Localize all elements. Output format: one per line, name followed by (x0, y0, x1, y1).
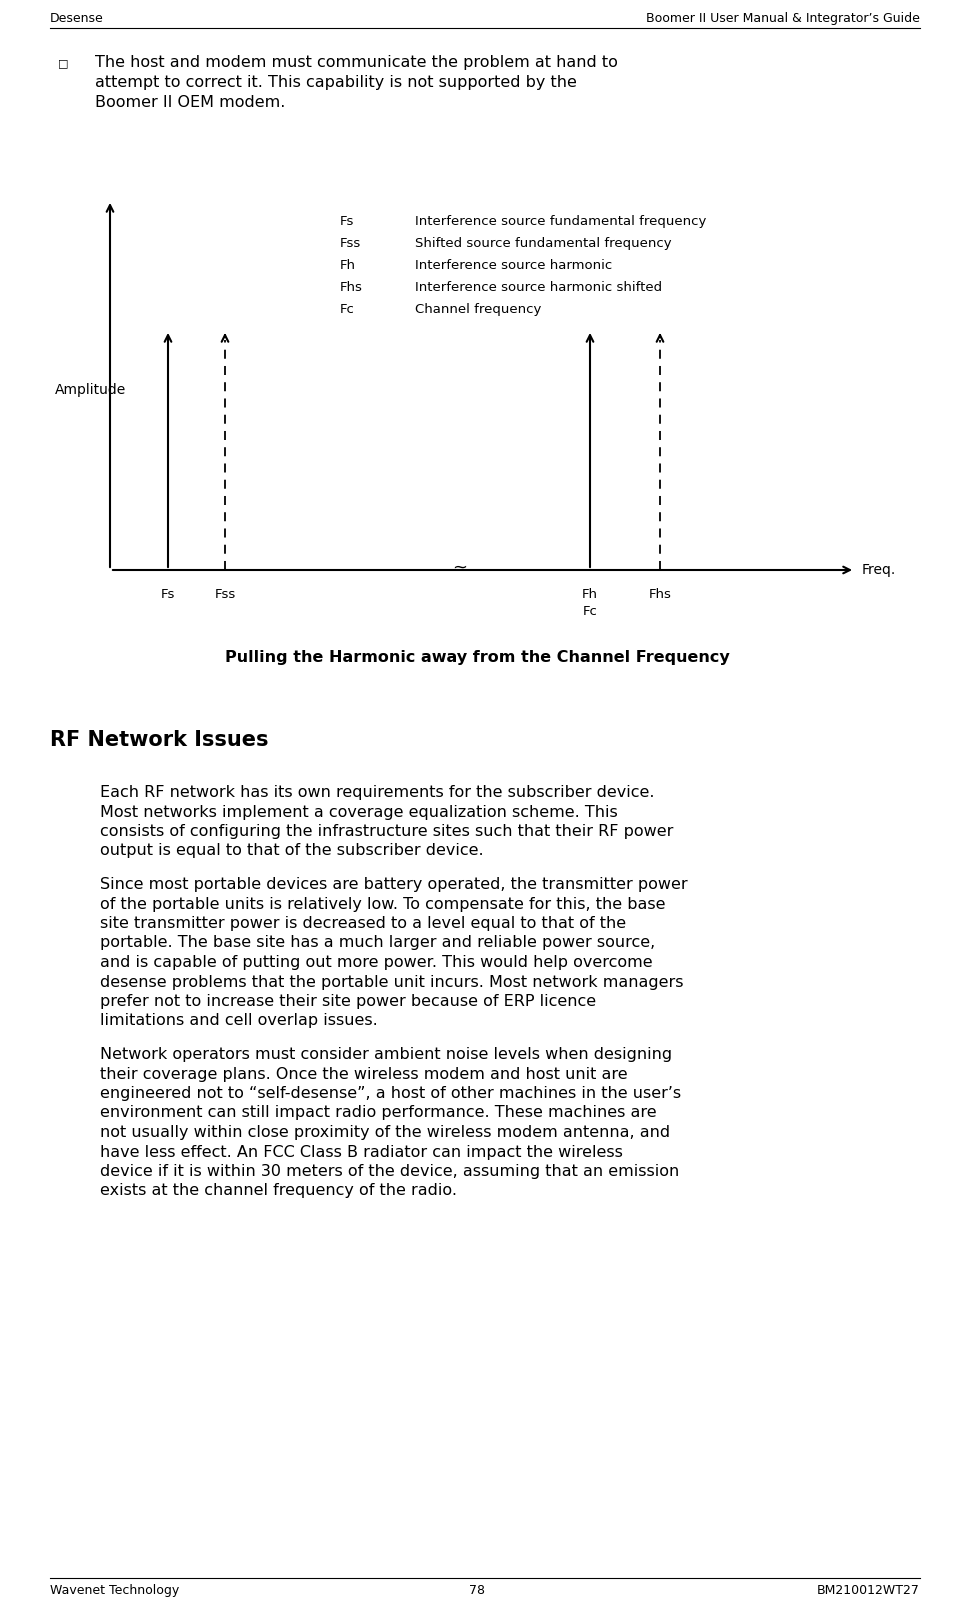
Text: The host and modem must communicate the problem at hand to: The host and modem must communicate the … (95, 55, 618, 71)
Text: ~: ~ (453, 560, 468, 577)
Text: Pulling the Harmonic away from the Channel Frequency: Pulling the Harmonic away from the Chann… (224, 650, 730, 666)
Text: Fs: Fs (340, 215, 354, 228)
Text: limitations and cell overlap issues.: limitations and cell overlap issues. (100, 1014, 378, 1028)
Text: Fc: Fc (340, 303, 355, 316)
Text: Wavenet Technology: Wavenet Technology (50, 1585, 180, 1598)
Text: Boomer II OEM modem.: Boomer II OEM modem. (95, 95, 286, 111)
Text: not usually within close proximity of the wireless modem antenna, and: not usually within close proximity of th… (100, 1124, 670, 1140)
Text: Since most portable devices are battery operated, the transmitter power: Since most portable devices are battery … (100, 877, 688, 892)
Text: consists of configuring the infrastructure sites such that their RF power: consists of configuring the infrastructu… (100, 824, 673, 839)
Text: RF Network Issues: RF Network Issues (50, 730, 268, 751)
Text: exists at the channel frequency of the radio.: exists at the channel frequency of the r… (100, 1184, 457, 1198)
Text: Fss: Fss (340, 237, 361, 250)
Text: device if it is within 30 meters of the device, assuming that an emission: device if it is within 30 meters of the … (100, 1165, 679, 1179)
Text: Interference source harmonic: Interference source harmonic (415, 258, 612, 273)
Text: site transmitter power is decreased to a level equal to that of the: site transmitter power is decreased to a… (100, 916, 626, 930)
Text: Fc: Fc (583, 605, 598, 618)
Text: Desense: Desense (50, 11, 104, 26)
Text: □: □ (58, 58, 69, 67)
Text: of the portable units is relatively low. To compensate for this, the base: of the portable units is relatively low.… (100, 897, 666, 911)
Text: Boomer II User Manual & Integrator’s Guide: Boomer II User Manual & Integrator’s Gui… (647, 11, 920, 26)
Text: prefer not to increase their site power because of ERP licence: prefer not to increase their site power … (100, 994, 596, 1009)
Text: Channel frequency: Channel frequency (415, 303, 541, 316)
Text: environment can still impact radio performance. These machines are: environment can still impact radio perfo… (100, 1105, 657, 1121)
Text: output is equal to that of the subscriber device.: output is equal to that of the subscribe… (100, 844, 483, 858)
Text: Shifted source fundamental frequency: Shifted source fundamental frequency (415, 237, 671, 250)
Text: Amplitude: Amplitude (55, 383, 126, 398)
Text: and is capable of putting out more power. This would help overcome: and is capable of putting out more power… (100, 954, 652, 970)
Text: engineered not to “self-desense”, a host of other machines in the user’s: engineered not to “self-desense”, a host… (100, 1086, 681, 1100)
Text: 78: 78 (469, 1585, 485, 1598)
Text: Freq.: Freq. (862, 563, 896, 577)
Text: Fhs: Fhs (648, 589, 671, 602)
Text: BM210012WT27: BM210012WT27 (817, 1585, 920, 1598)
Text: portable. The base site has a much larger and reliable power source,: portable. The base site has a much large… (100, 935, 655, 951)
Text: Fs: Fs (160, 589, 175, 602)
Text: Fss: Fss (214, 589, 236, 602)
Text: Fhs: Fhs (340, 281, 363, 294)
Text: desense problems that the portable unit incurs. Most network managers: desense problems that the portable unit … (100, 975, 684, 990)
Text: Fh: Fh (340, 258, 356, 273)
Text: Interference source harmonic shifted: Interference source harmonic shifted (415, 281, 662, 294)
Text: Network operators must consider ambient noise levels when designing: Network operators must consider ambient … (100, 1047, 672, 1062)
Text: attempt to correct it. This capability is not supported by the: attempt to correct it. This capability i… (95, 75, 577, 90)
Text: have less effect. An FCC Class B radiator can impact the wireless: have less effect. An FCC Class B radiato… (100, 1145, 623, 1160)
Text: Fh: Fh (582, 589, 598, 602)
Text: Each RF network has its own requirements for the subscriber device.: Each RF network has its own requirements… (100, 784, 654, 800)
Text: their coverage plans. Once the wireless modem and host unit are: their coverage plans. Once the wireless … (100, 1067, 627, 1081)
Text: Most networks implement a coverage equalization scheme. This: Most networks implement a coverage equal… (100, 805, 618, 820)
Text: Interference source fundamental frequency: Interference source fundamental frequenc… (415, 215, 707, 228)
